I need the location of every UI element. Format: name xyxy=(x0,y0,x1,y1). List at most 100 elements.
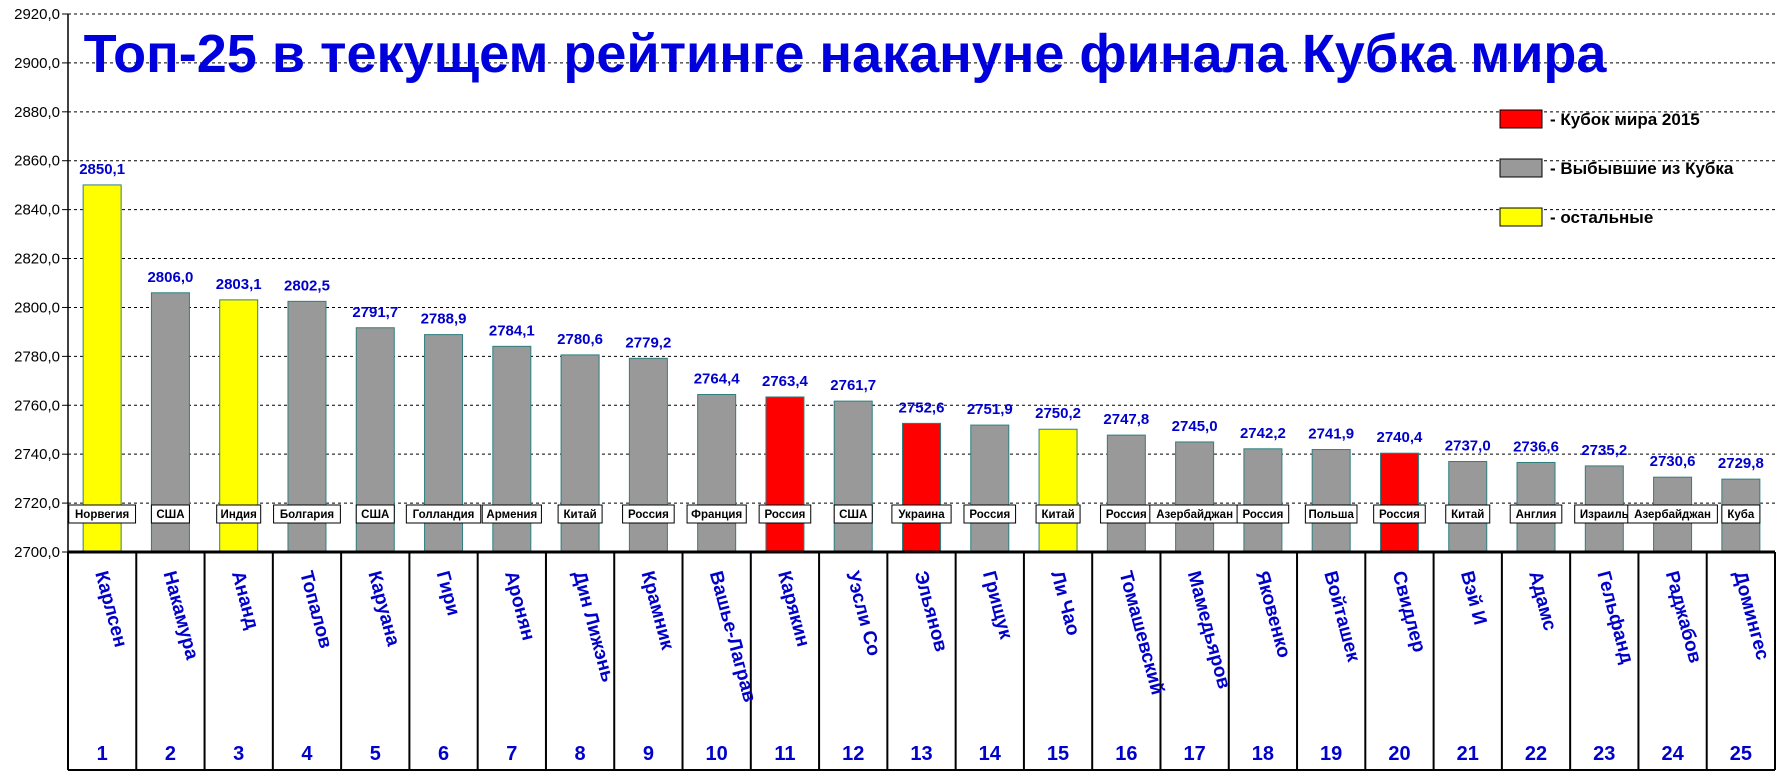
y-tick-label: 2840,0 xyxy=(14,202,60,219)
player-name: Адамс xyxy=(1524,569,1560,634)
rank-label: 11 xyxy=(774,743,795,765)
bar xyxy=(1106,434,1146,553)
country-box xyxy=(557,504,603,524)
value-label: 2747,8 xyxy=(1103,411,1149,428)
y-tick-label: 2860,0 xyxy=(14,153,60,170)
country-box xyxy=(1304,504,1358,524)
country-box xyxy=(622,504,675,524)
value-label: 2729,8 xyxy=(1718,455,1764,472)
player-name: Мамедьяров xyxy=(1183,569,1235,691)
y-axis: 2700,0 2720,0 2740,0 2760,0 2780,0 2800,0 2820… xyxy=(14,6,69,561)
player-name: Уэсли Со xyxy=(841,569,884,658)
value-label: 2764,4 xyxy=(694,371,741,388)
value-label: 2761,7 xyxy=(830,377,876,394)
y-tick-label: 2700,0 xyxy=(14,544,60,561)
country-box xyxy=(355,504,395,524)
rank-label: 17 xyxy=(1183,743,1205,765)
country-box xyxy=(963,504,1017,524)
country-label: Азербайджан xyxy=(1156,509,1233,521)
value-label: 2791,7 xyxy=(352,304,398,321)
country-box xyxy=(1627,504,1718,524)
country-label: Голландия xyxy=(413,509,475,521)
player-name: Раджабов xyxy=(1661,569,1706,666)
rank-label: 10 xyxy=(706,743,728,765)
country-label: США xyxy=(361,509,389,521)
player-name: Эльянов xyxy=(910,569,952,654)
legend: - Кубок мира 2015 - Выбывшие из Кубка - ос… xyxy=(1499,109,1734,227)
bar xyxy=(1379,452,1419,553)
value-label: 2784,1 xyxy=(489,322,535,339)
value-label: 2736,6 xyxy=(1513,438,1559,455)
country-box xyxy=(891,504,952,524)
value-label: 2752,6 xyxy=(899,399,945,416)
country-label: Китай xyxy=(564,509,597,521)
rank-label: 2 xyxy=(165,743,176,765)
rank-label: 9 xyxy=(643,743,654,765)
rank-label: 6 xyxy=(438,743,449,765)
value-label: 2750,2 xyxy=(1035,405,1081,422)
grid-lines xyxy=(68,13,1775,504)
value-label: 2745,0 xyxy=(1172,418,1218,435)
y-tick-label: 2920,0 xyxy=(14,6,60,23)
rank-label: 25 xyxy=(1730,743,1752,765)
player-name: Свидлер xyxy=(1388,569,1430,655)
bar xyxy=(697,394,737,553)
player-name: Топалов xyxy=(295,569,336,651)
y-tick-label: 2740,0 xyxy=(14,446,60,463)
y-tick-label: 2820,0 xyxy=(14,251,60,268)
rank-label: 20 xyxy=(1388,743,1410,765)
country-box xyxy=(1721,504,1761,524)
value-label: 2730,6 xyxy=(1650,453,1696,470)
country-label: Россия xyxy=(969,509,1010,521)
y-tick-label: 2800,0 xyxy=(14,299,60,316)
value-label: 2803,1 xyxy=(216,276,262,293)
rank-label: 15 xyxy=(1047,743,1069,765)
country-label: Норвегия xyxy=(75,509,129,521)
bar xyxy=(833,400,873,553)
rank-label: 8 xyxy=(575,743,586,765)
bar xyxy=(902,422,941,553)
country-label: Россия xyxy=(765,509,806,521)
bars: 2850,1 Норвегия 2806,0 США 2803,1 Индия 2802,5… xyxy=(68,161,1764,553)
rank-label: 3 xyxy=(233,743,244,765)
player-name: Гельфанд xyxy=(1592,569,1637,666)
player-name: Грищук xyxy=(978,569,1016,642)
value-label: 2742,2 xyxy=(1240,425,1286,442)
country-box xyxy=(1035,504,1081,524)
player-name: Ананд xyxy=(227,569,263,632)
player-name: Ли Чао xyxy=(1046,569,1083,638)
country-label: Китай xyxy=(1451,509,1484,521)
country-box xyxy=(1445,504,1491,524)
value-label: 2763,4 xyxy=(762,373,809,390)
country-label: Россия xyxy=(1106,509,1147,521)
country-box xyxy=(405,504,482,524)
rank-label: 18 xyxy=(1252,743,1274,765)
rank-label: 14 xyxy=(979,743,1002,765)
y-tick-label: 2780,0 xyxy=(14,348,60,365)
legend-swatch xyxy=(1499,207,1543,227)
country-label: Россия xyxy=(1379,509,1420,521)
player-name: Карлсен xyxy=(90,569,130,650)
rank-label: 4 xyxy=(301,743,313,765)
country-label: Армения xyxy=(486,509,537,521)
country-label: Азербайджан xyxy=(1634,509,1711,521)
player-name: Крамник xyxy=(637,569,678,653)
rank-label: 13 xyxy=(910,743,932,765)
rank-label: 24 xyxy=(1661,743,1684,765)
country-box xyxy=(833,504,873,524)
y-tick-label: 2760,0 xyxy=(14,397,60,414)
bar xyxy=(1311,449,1351,553)
country-label: Франция xyxy=(691,509,742,521)
country-label: Куба xyxy=(1727,509,1755,521)
country-box xyxy=(1509,504,1563,524)
value-label: 2735,2 xyxy=(1581,442,1627,459)
country-label: Китай xyxy=(1041,509,1074,521)
country-box xyxy=(758,504,812,524)
country-label: США xyxy=(839,509,867,521)
player-name: Вэй И xyxy=(1456,569,1490,627)
value-label: 2802,5 xyxy=(284,277,330,294)
country-label: Польша xyxy=(1308,509,1354,521)
player-name: Домингес xyxy=(1729,569,1773,663)
bar xyxy=(1038,428,1078,553)
y-tick-label: 2720,0 xyxy=(14,495,60,512)
